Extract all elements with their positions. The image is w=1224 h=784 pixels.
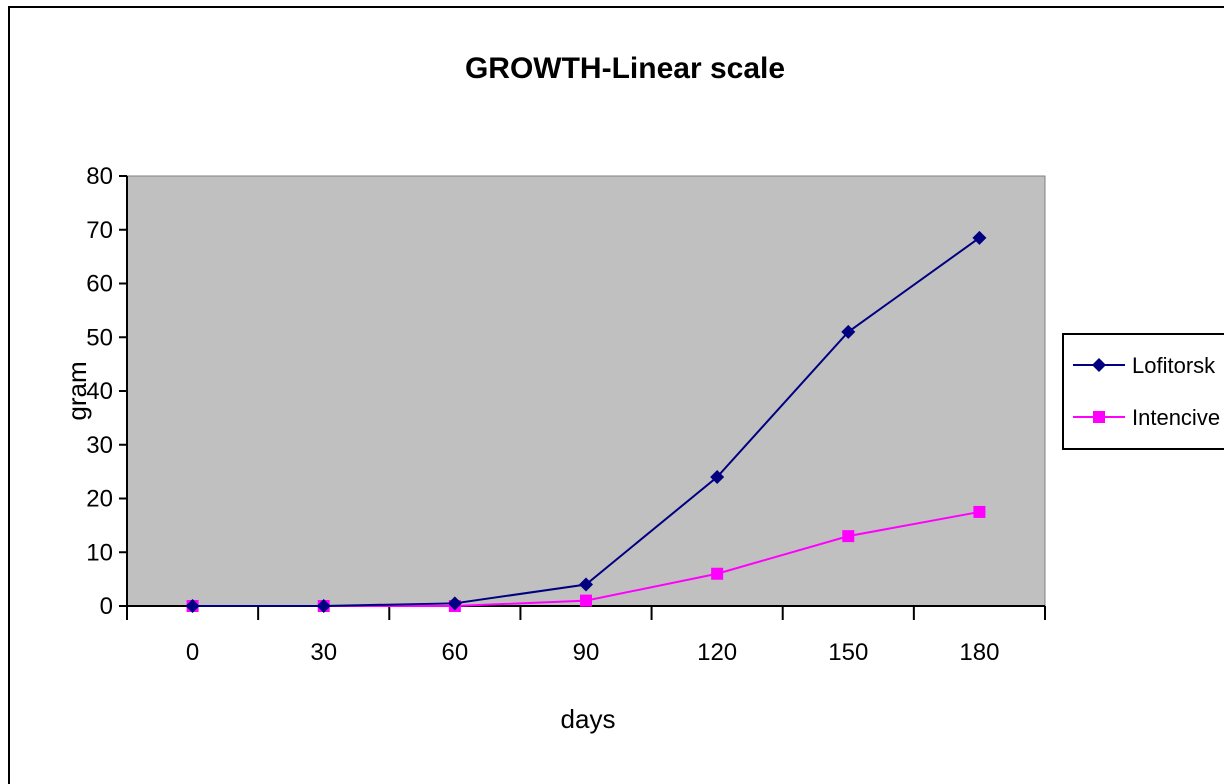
x-tick-label: 150 [828, 639, 868, 666]
x-tick-label: 90 [573, 639, 600, 666]
data-point [973, 505, 986, 518]
x-axis-title: days [561, 704, 616, 734]
chart-title: GROWTH-Linear scale [465, 52, 785, 85]
y-axis-title: gram [62, 361, 92, 420]
data-point [842, 530, 855, 543]
data-point [316, 599, 331, 613]
data-point [185, 599, 200, 613]
y-tick-label: 40 [86, 378, 113, 405]
data-point [447, 596, 462, 611]
y-tick-label: 0 [100, 593, 113, 620]
legend-label: Lofitorsk [1132, 353, 1216, 378]
data-point [711, 567, 724, 580]
y-tick-label: 20 [86, 486, 113, 513]
legend-box [1062, 333, 1224, 450]
series-lofitorsk [185, 230, 987, 613]
y-tick-label: 30 [86, 432, 113, 459]
legend-label: Intencive [1132, 405, 1220, 430]
x-tick-label: 120 [697, 639, 737, 666]
legend-marker [1093, 411, 1105, 423]
legend-marker [1092, 358, 1106, 372]
x-tick-label: 30 [310, 639, 337, 666]
series-layer [185, 230, 987, 613]
y-tick-label: 80 [86, 163, 113, 190]
plot-area [126, 175, 1046, 607]
x-axis: 0 30 60 90 120 150 180 [126, 605, 1046, 666]
data-point [710, 470, 725, 484]
y-tick-label: 10 [86, 539, 113, 566]
data-point [580, 594, 592, 607]
y-tick-label: 70 [86, 217, 113, 244]
y-tick-label: 50 [86, 324, 113, 351]
legend: Lofitorsk Intencive [1062, 333, 1224, 450]
y-axis: 0 10 20 30 40 50 60 70 80 [86, 163, 128, 620]
x-tick-label: 180 [959, 639, 999, 666]
data-point [579, 577, 593, 592]
data-point [972, 230, 987, 245]
y-tick-label: 60 [86, 271, 113, 298]
x-tick-label: 60 [442, 639, 469, 666]
data-point [841, 324, 856, 339]
x-tick-label: 0 [186, 639, 199, 666]
